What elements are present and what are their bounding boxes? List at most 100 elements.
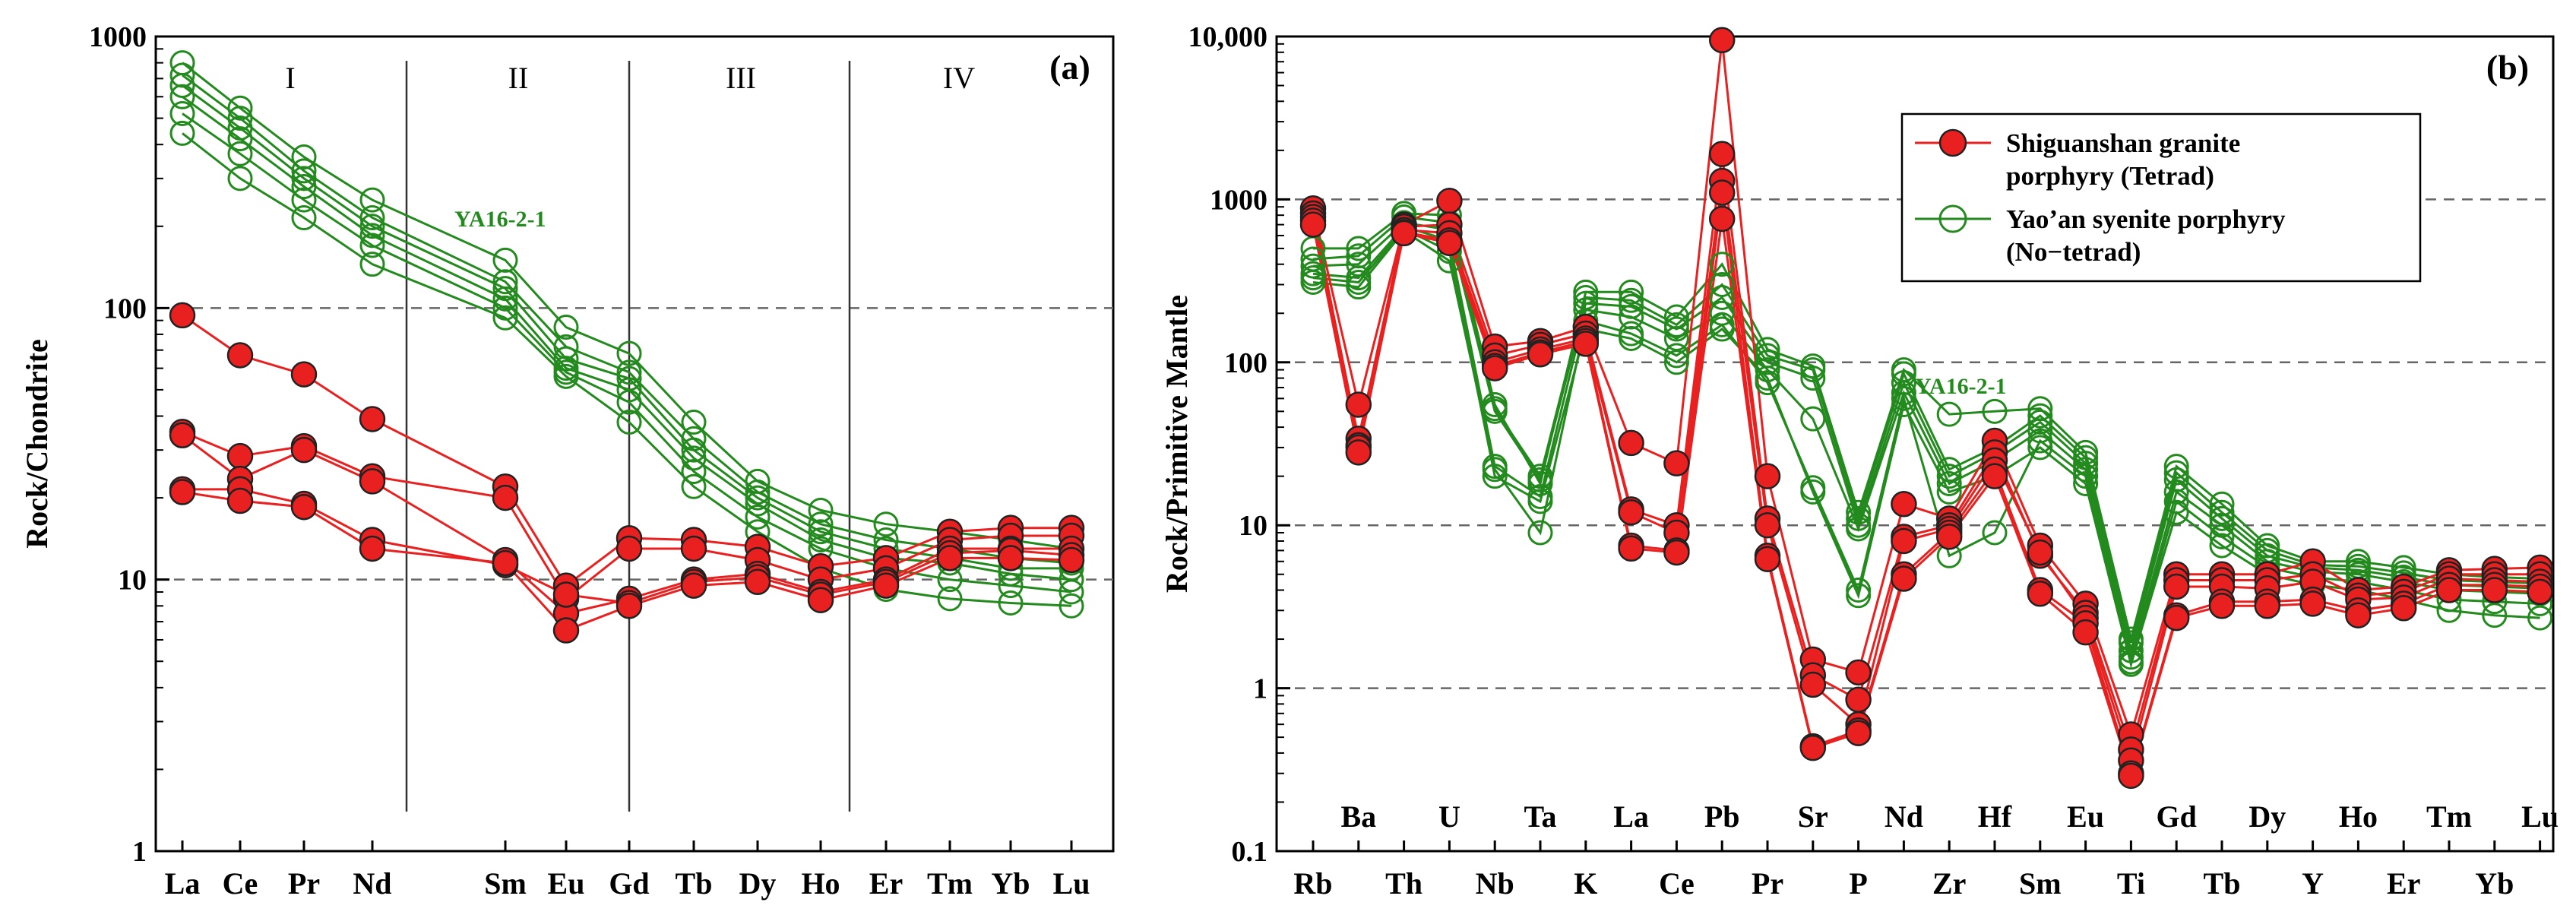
panel-b-point-tetrad: [1935, 524, 1963, 550]
panel-b-point-no-tetrad: [2073, 445, 2099, 470]
panel-b-point-no-tetrad: [1709, 300, 1735, 326]
panel-a-point-no-tetrad: [616, 377, 642, 403]
panel-b-point-tetrad: [1708, 179, 1736, 206]
panel-a-x-tick-label: Gd: [609, 866, 649, 901]
panel-b-x-tick-label: Sm: [2019, 866, 2062, 901]
panel-b-point-tetrad: [1708, 205, 1736, 233]
panel-b-point-no-tetrad: [1527, 467, 1553, 492]
panel-a-point-no-tetrad: [745, 480, 771, 505]
panel-a-point-no-tetrad: [681, 409, 707, 435]
panel-b-x-tick-label: P: [1849, 866, 1867, 901]
panel-b-point-no-tetrad: [1846, 578, 1872, 603]
panel-b-point-no-tetrad: [2482, 603, 2508, 628]
panel-b-point-tetrad: [1754, 511, 1781, 539]
panel-a-plot-frame: [154, 35, 1115, 853]
panel-b-point-tetrad: [1708, 141, 1736, 167]
legend-tetrad-marker: [1938, 128, 1967, 157]
panel-b-annotation: YA16-2-1: [1915, 374, 2007, 399]
panel-b-point-no-tetrad: [2163, 489, 2189, 514]
panel-a-point-no-tetrad: [808, 519, 834, 545]
panel-b-point-tetrad: [1663, 539, 1690, 566]
panel-b-point-tetrad: [2163, 573, 2190, 600]
panel-a-point-no-tetrad: [291, 144, 317, 170]
panel-b-point-no-tetrad: [1755, 350, 1780, 375]
panel-a-point-no-tetrad: [1059, 593, 1084, 619]
panel-a-point-no-tetrad: [553, 315, 579, 340]
panel-b-y-tick-label: 1: [1253, 673, 1267, 705]
panel-a-point-no-tetrad: [291, 158, 317, 184]
panel-a-y-tick-label: 1000: [89, 21, 147, 53]
panel-b-y-tick-label: 1000: [1210, 184, 1267, 216]
panel-a-label: (a): [1049, 48, 1090, 87]
panel-a-point-no-tetrad: [227, 141, 253, 166]
panel-b-point-no-tetrad: [1709, 272, 1735, 298]
panel-b-series-line-no-tetrad: [1312, 230, 2540, 666]
panel-b-point-no-tetrad: [1800, 406, 1826, 432]
panel-a-point-tetrad: [359, 535, 386, 562]
panel-b-point-no-tetrad: [1891, 361, 1916, 387]
panel-a-gridlines: [156, 307, 1113, 581]
panel-b-point-no-tetrad: [1755, 366, 1780, 391]
panel-b-series-line-no-tetrad: [1312, 215, 2540, 644]
panel-a-annotation: YA16-2-1: [454, 207, 546, 232]
panel-a-point-no-tetrad: [291, 205, 317, 231]
panel-b-x-tick-label: Hf: [1978, 799, 2012, 834]
panel-b-x-tick-label: U: [1438, 799, 1460, 834]
panel-b-point-tetrad: [2435, 577, 2463, 603]
panel-b-series-line-tetrad: [1312, 218, 2540, 780]
panel-a-point-tetrad: [169, 422, 196, 449]
panel-a-point-no-tetrad: [745, 491, 771, 517]
panel-b-x-tick-label: Ce: [1659, 866, 1695, 901]
panel-b-point-no-tetrad: [1663, 350, 1689, 375]
panel-b-point-tetrad: [1527, 340, 1554, 368]
panel-a-x-tick-label: Lu: [1053, 866, 1090, 901]
panel-b-point-no-tetrad: [1663, 316, 1689, 342]
panel-a-point-no-tetrad: [492, 269, 518, 295]
panel-b-point-tetrad: [2072, 619, 2099, 646]
panel-b-point-tetrad: [1845, 686, 1872, 713]
panel-a-point-tetrad: [492, 549, 519, 577]
panel-a-point-no-tetrad: [291, 187, 317, 213]
panel-a-point-tetrad: [492, 484, 519, 511]
panel-b-point-no-tetrad: [1755, 357, 1780, 383]
panel-b-point-no-tetrad: [1663, 343, 1689, 369]
legend-tetrad-label-line2: porphyry (Tetrad): [2006, 161, 2214, 191]
panel-b-point-no-tetrad: [2163, 499, 2189, 525]
panel-b-point-no-tetrad: [1346, 269, 1372, 295]
panel-a-point-tetrad: [290, 493, 318, 521]
panel-a-point-no-tetrad: [359, 252, 385, 277]
panel-a-point-no-tetrad: [808, 527, 834, 552]
panel-b-series-line-no-tetrad: [1312, 227, 2540, 669]
panel-b-x-tick-label: Ti: [2117, 866, 2145, 901]
panel-b-point-no-tetrad: [2163, 467, 2189, 492]
panel-a-point-no-tetrad: [359, 187, 385, 213]
panel-a-point-no-tetrad: [998, 573, 1024, 599]
panel-b-point-tetrad: [1663, 450, 1690, 476]
panel-b-x-tick-label: Sr: [1798, 799, 1828, 834]
panel-b-point-no-tetrad: [1300, 265, 1326, 291]
panel-a-x-tick-label: Er: [869, 866, 903, 901]
panel-b-point-tetrad: [1618, 429, 1644, 457]
panel-a-point-no-tetrad: [616, 340, 642, 366]
panel-a-point-no-tetrad: [227, 106, 253, 131]
panel-b-point-no-tetrad: [1846, 516, 1872, 542]
panel-b-point-tetrad: [1572, 331, 1600, 357]
panel-b-point-no-tetrad: [1936, 401, 1962, 427]
panel-a-point-no-tetrad: [553, 334, 579, 359]
panel-b-point-no-tetrad: [1482, 464, 1508, 489]
panel-b-x-tick-label: Dy: [2248, 799, 2286, 834]
panel-a-point-no-tetrad: [227, 166, 253, 192]
panel-b-point-no-tetrad: [1619, 279, 1644, 305]
panel-b-point-no-tetrad: [1936, 464, 1962, 489]
panel-a-point-no-tetrad: [169, 62, 195, 88]
panel-b-point-no-tetrad: [1846, 583, 1872, 609]
panel-a-point-no-tetrad: [359, 214, 385, 239]
panel-a-series-line-no-tetrad: [182, 74, 1072, 565]
panel-b-point-tetrad: [1436, 188, 1463, 214]
panel-b-point-tetrad: [1981, 463, 2008, 489]
panel-b-x-tick-label: Nd: [1885, 799, 1923, 834]
panel-b-point-no-tetrad: [1709, 316, 1735, 342]
panel-b-point-no-tetrad: [2027, 418, 2053, 444]
panel-b-point-tetrad: [1799, 734, 1827, 761]
